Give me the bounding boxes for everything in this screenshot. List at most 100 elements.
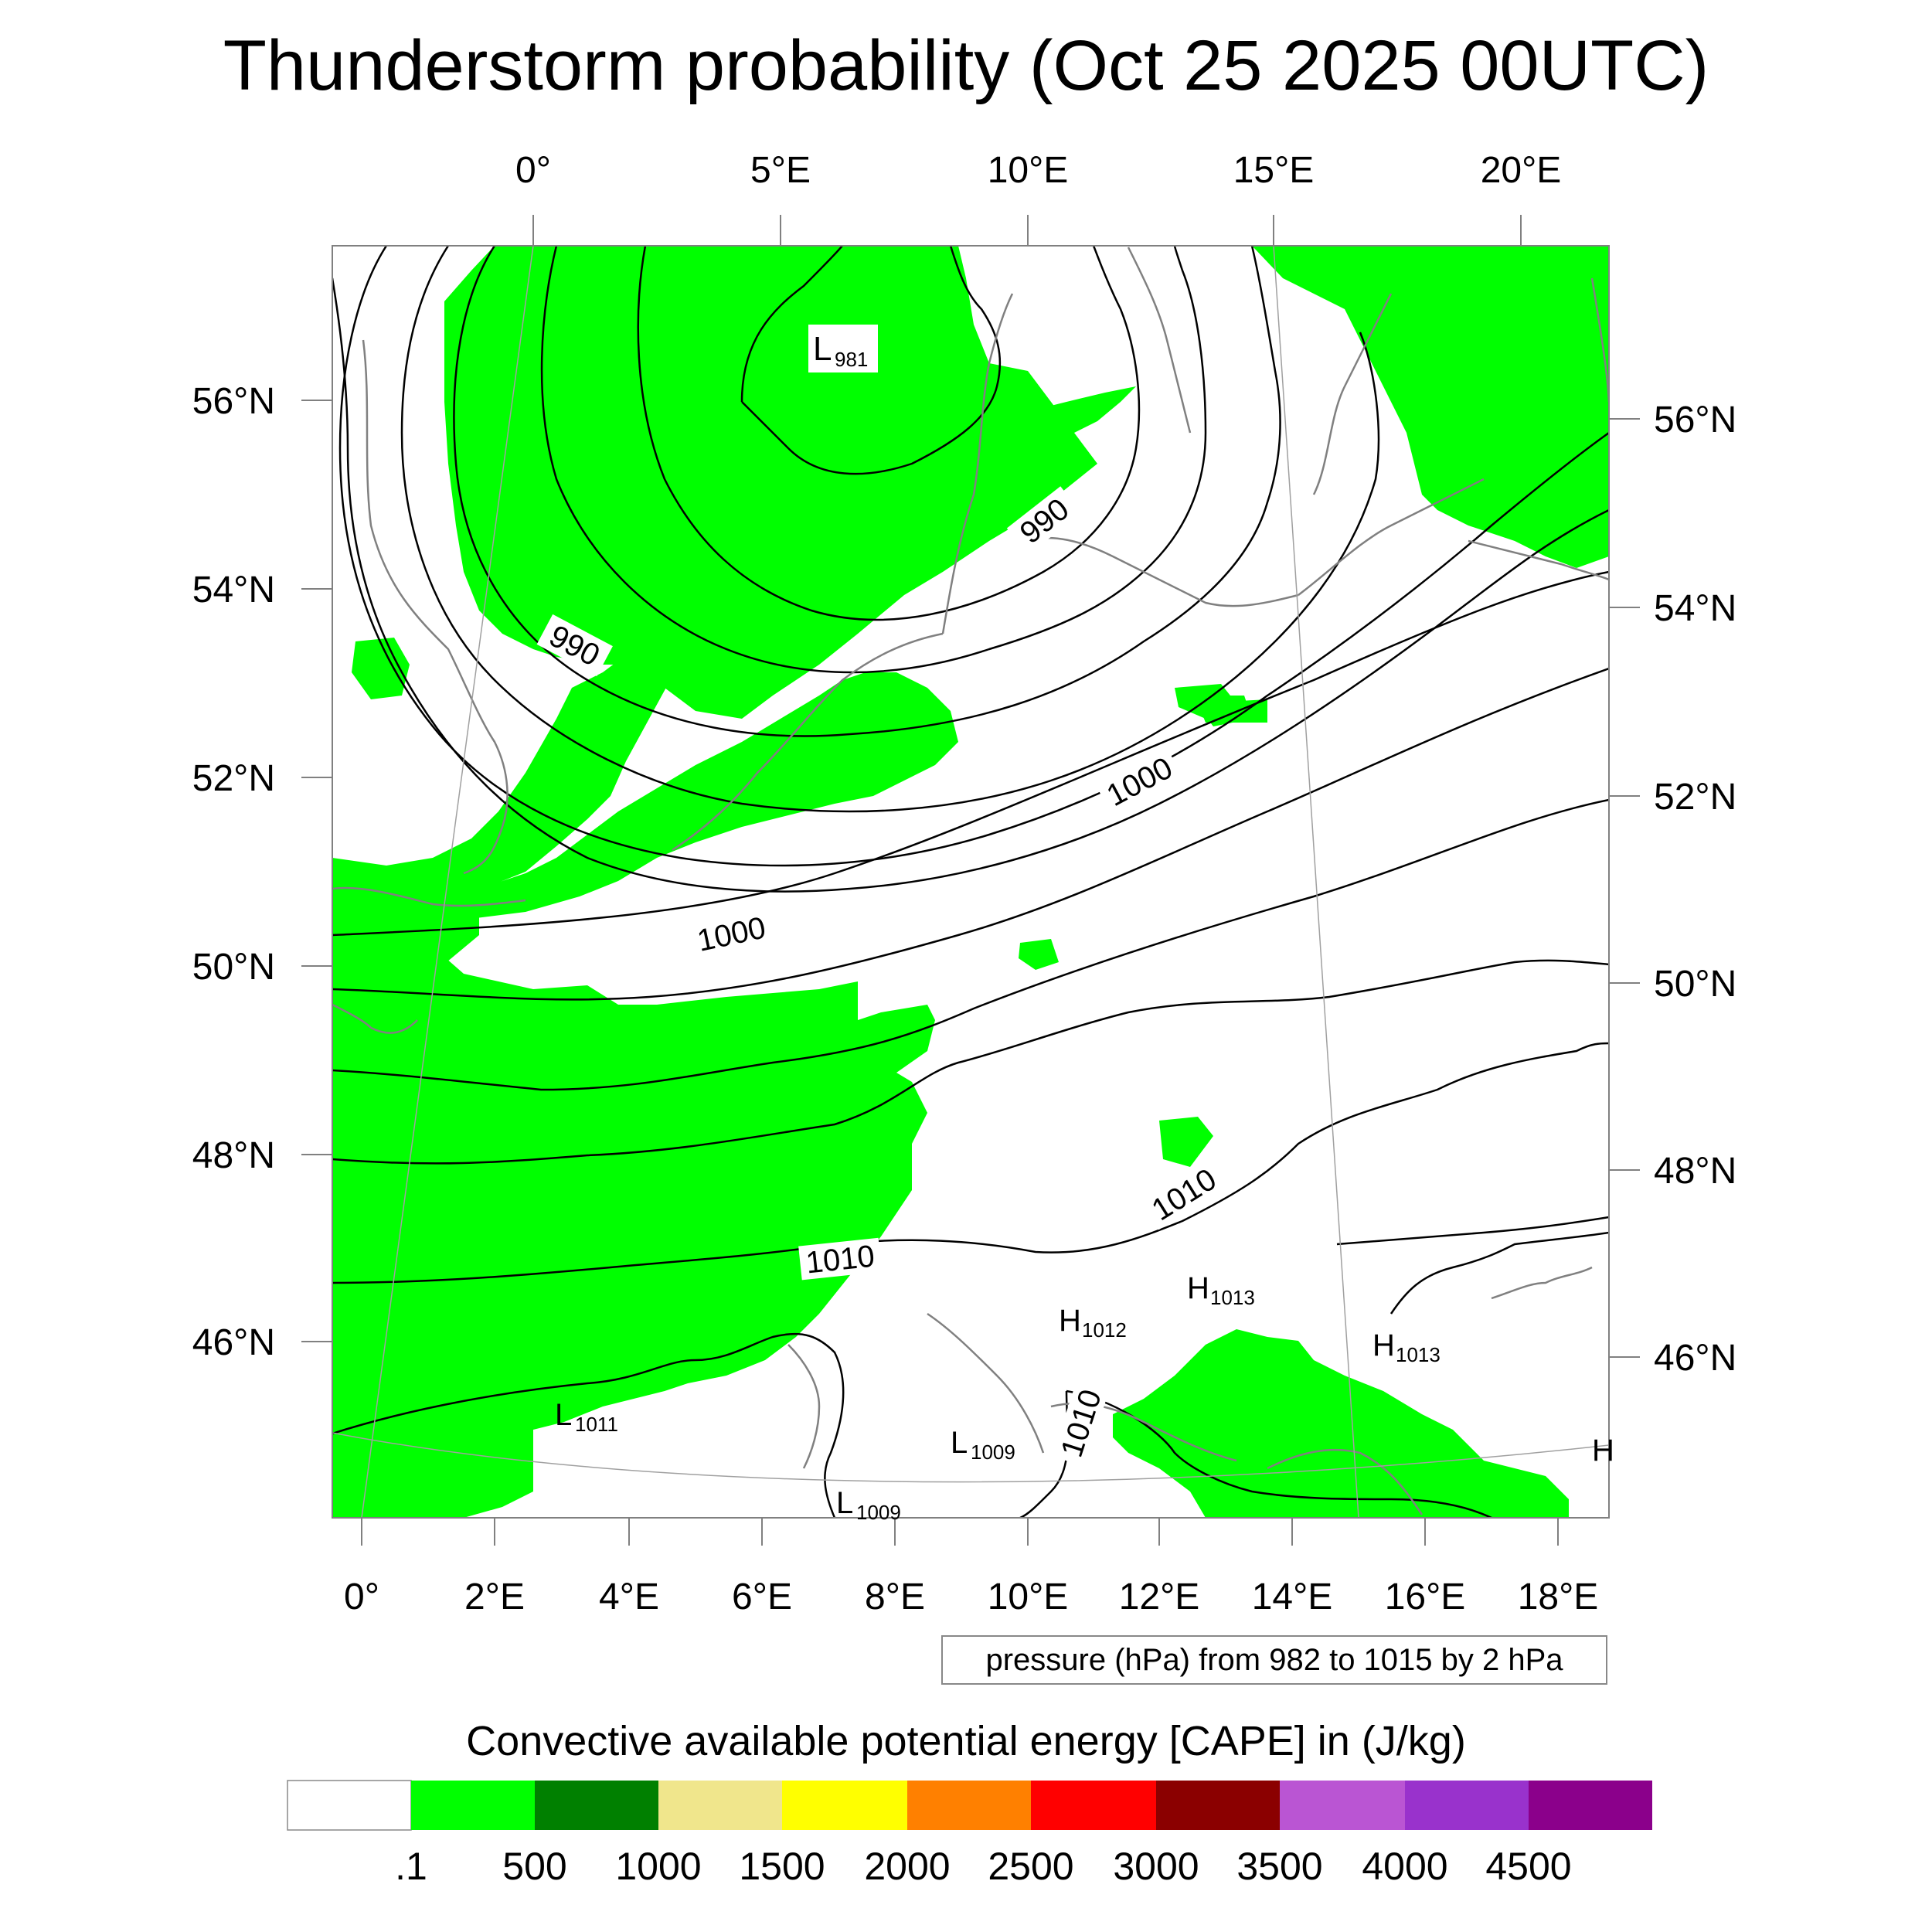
coastline [1468,539,1609,581]
lon-label-top: 0° [515,150,551,191]
lat-label-right: 48°N [1654,1151,1736,1192]
pressure-center-type: L [555,1398,572,1432]
low-center-1009-b: L 1009 [836,1486,901,1524]
lon-label-bottom: 2°E [464,1577,525,1617]
isobar-line [332,667,1609,1001]
pressure-center-value: 981 [835,348,868,371]
cape-region-lower [332,1005,935,1175]
cape-region-north-sea [444,246,1097,719]
top-lon-labels: 0° 5°E 10°E 15°E 20°E [515,150,1561,191]
colorbar-segment [658,1781,782,1830]
pressure-center-type: L [813,330,832,368]
pressure-center-type: H [1059,1304,1081,1338]
coastline [332,886,526,907]
lon-label-top: 20°E [1481,150,1562,191]
pressure-center-type: L [951,1426,968,1460]
pressure-center-value: 1011 [575,1413,618,1436]
cape-blob-3 [1159,1117,1213,1167]
contour-label: 1000 [694,910,768,958]
coastline [927,1312,1045,1454]
colorbar-segment [1405,1781,1529,1830]
lon-label-bottom: 4°E [599,1577,659,1617]
low-center-1011: L 1011 [555,1398,618,1436]
colorbar-label: 500 [502,1845,566,1888]
lon-label-top: 15°E [1233,150,1315,191]
pressure-center-value: 1013 [1396,1343,1440,1366]
high-center-edge: H [1592,1434,1614,1468]
lat-label-left: 50°N [192,947,275,988]
colorbar-segment [1529,1781,1652,1830]
isobar-line [453,246,1281,737]
colorbar-label: 1000 [615,1845,701,1888]
lat-label-left: 46°N [192,1322,275,1363]
colorbar-segment [287,1780,412,1831]
pressure-center-type: H [1592,1434,1614,1468]
coastline [672,632,944,852]
plot-frame [332,245,1610,1519]
tick-marks [301,215,1640,1546]
lat-label-right: 46°N [1654,1338,1736,1379]
lat-label-right: 52°N [1654,777,1736,818]
meridian-15e [1273,245,1359,1519]
isobar-line [741,246,1002,475]
isobar-layer [332,246,1609,1518]
lon-label-bottom: 0° [344,1577,379,1617]
isobar-line [332,1042,1609,1284]
coastline [332,1003,418,1034]
coastline [1267,1448,1423,1515]
lat-label-left: 54°N [192,570,275,611]
isobar-line [338,246,1609,867]
parallel-44n [332,1432,1610,1483]
lat-label-left: 52°N [192,758,275,799]
colorbar-segment [782,1781,907,1830]
isobar-line [1066,1389,1492,1518]
isobar-line [740,246,843,403]
coastline [1127,247,1192,434]
low-center-981: L 981 [808,325,878,372]
bottom-lon-labels: 0° 2°E 4°E 6°E 8°E 10°E 12°E 14°E 16°E 1… [344,1577,1598,1617]
colorbar-label: 4000 [1362,1845,1447,1888]
lon-label-top: 5°E [750,150,811,191]
isobar-line [332,959,1609,1165]
pressure-center-type: L [836,1486,853,1520]
coastline [1312,293,1393,495]
cape-blob-2 [1019,939,1059,970]
lon-label-bottom: 10°E [988,1577,1069,1617]
colorbar-title: Convective available potential energy [C… [466,1718,1466,1764]
pressure-centers: L 981 L 1011 L 1009 L 1009 H 1012 H 1013… [555,325,1614,1524]
lon-label-bottom: 14°E [1252,1577,1333,1617]
colorbar-label: 1500 [739,1845,825,1888]
colorbar-label: 3500 [1236,1845,1322,1888]
colorbar-label: 3000 [1113,1845,1199,1888]
colorbar-labels: .1 500 1000 1500 2000 2500 3000 3500 400… [395,1845,1571,1888]
lat-label-left: 56°N [192,381,275,422]
coastline [1590,277,1609,403]
lat-label-right: 56°N [1654,400,1736,440]
contour-info-box: pressure (hPa) from 982 to 1015 by 2 hPa [941,1635,1607,1685]
cape-shading [332,246,1609,1518]
high-center-1013-b: H 1013 [1372,1328,1440,1366]
cape-region-baltic [1252,246,1609,568]
pressure-center-value: 1009 [856,1501,901,1524]
colorbar-segment [1156,1781,1280,1830]
low-center-1009-a: L 1009 [951,1426,1015,1464]
lat-label-left: 48°N [192,1135,275,1176]
isobar-line [332,277,1609,893]
colorbar-label: 2500 [988,1845,1073,1888]
coastline [1298,478,1485,596]
lon-label-bottom: 12°E [1119,1577,1200,1617]
pressure-center-value: 1009 [971,1440,1015,1464]
contour-label: 1000 [1101,751,1178,814]
cape-colorbar [287,1780,1652,1831]
lat-label-right: 50°N [1654,964,1736,1005]
coastline [362,339,509,875]
meridian-0 [361,245,534,1519]
isobar-line [637,246,1141,621]
lon-label-bottom: 8°E [865,1577,925,1617]
isobar-line [1389,1231,1609,1315]
high-center-1012: H 1012 [1059,1304,1127,1342]
isobar-line [1336,1216,1609,1246]
isobar-line [540,246,1207,674]
colorbar-segment [535,1781,658,1830]
pressure-center-type: H [1187,1271,1209,1305]
